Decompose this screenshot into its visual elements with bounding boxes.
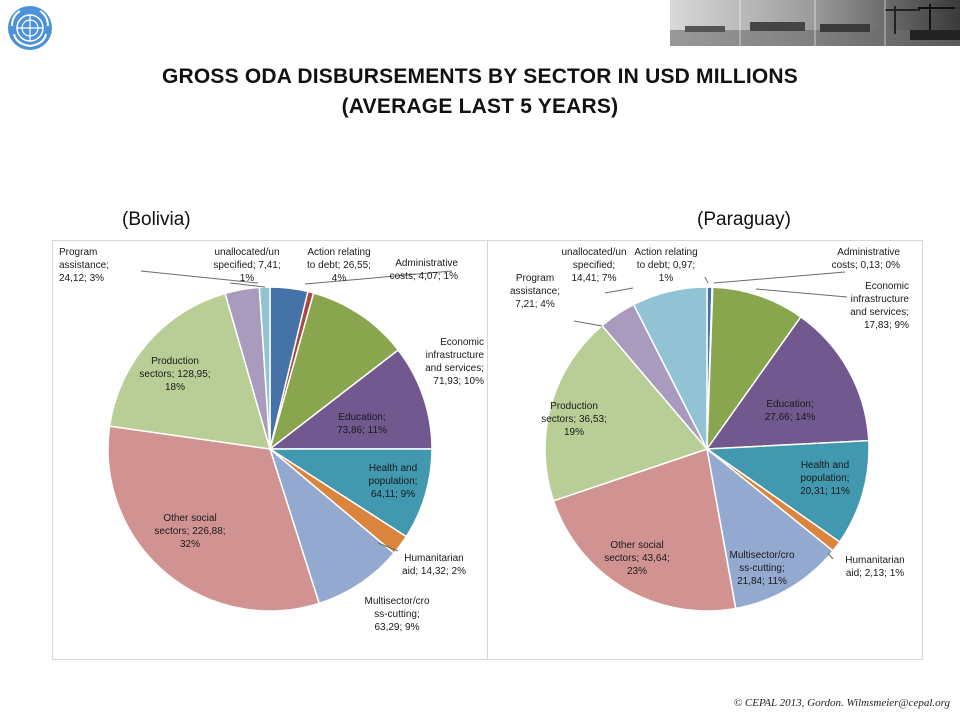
leader-line-paraguay (827, 552, 834, 560)
charts-divider (487, 241, 488, 659)
data-label-paraguay-multisector-cross-cutting: Multisector/cro ss-cutting; 21,84; 11% (729, 550, 794, 587)
copyright-footer: © CEPAL 2013, Gordon. Wilmsmeier@cepal.o… (733, 697, 950, 709)
leader-line-bolivia (140, 270, 259, 284)
data-label-bolivia-program-assistance: Program assistance; 24,12; 3% (59, 247, 109, 284)
data-label-bolivia-production-sectors: Production sectors; 128,95; 18% (139, 356, 210, 393)
pie-chart-paraguay: Action relating to debt; 0,97; 1% Administr… (510, 247, 909, 612)
data-label-paraguay-humanitarian-aid: Humanitarian aid; 2,13; 1% (845, 555, 904, 579)
pie-slice-paraguay-unallocated-unspecified (632, 286, 708, 450)
data-label-bolivia-humanitarian-aid: Humanitarian aid; 14,32; 2% (402, 553, 466, 577)
data-label-bolivia-health-and-population: Health and population; 64,11; 9% (369, 463, 418, 500)
data-label-bolivia-unallocated-unspecified: unallocated/un specified; 7,41; 1% (213, 247, 280, 284)
leader-line-paraguay (755, 288, 848, 298)
data-label-bolivia-other-social-sectors: Other social sectors; 226,88; 32% (154, 513, 225, 550)
chart-title-bolivia: (Bolivia) (122, 209, 191, 230)
un-emblem-icon (8, 6, 52, 50)
data-label-paraguay-education: Education; 27,66; 14% (765, 399, 816, 423)
data-label-paraguay-action-relating-to-debt: Action relating to debt; 0,97; 1% (634, 247, 697, 284)
data-label-bolivia-action-relating-to-debt: Action relating to debt; 26,55; 4% (307, 247, 371, 284)
data-label-paraguay-program-assistance: Program assistance; 7,21; 4% (510, 273, 560, 310)
port-photo-banner (670, 0, 960, 46)
pie-slice-paraguay-production-sectors (544, 324, 709, 502)
pie-slice-paraguay-other-social-sectors (552, 448, 737, 612)
pie-slice-bolivia-health-and-population (267, 448, 433, 538)
data-label-bolivia-education: Education; 73,86; 11% (337, 412, 387, 436)
pie-slice-bolivia-multisector-cross-cutting (268, 446, 396, 605)
pie-slice-bolivia-economic-infrastructure-and-services (268, 292, 400, 451)
pie-slice-paraguay-health-and-population (704, 439, 870, 543)
pie-slice-paraguay-education (705, 315, 870, 450)
title-line-2: (AVERAGE LAST 5 YEARS) (341, 95, 619, 118)
page-title: GROSS ODA DISBURSEMENTS BY SECTOR IN USD… (0, 62, 960, 122)
pie-slice-bolivia-other-social-sectors (107, 425, 321, 612)
pie-chart-bolivia: Action relating to debt; 26,55; 4% Administ… (59, 247, 484, 633)
data-label-paraguay-unallocated-unspecified: unallocated/un specified; 14,41; 7% (561, 247, 626, 284)
data-label-paraguay-other-social-sectors: Other social sectors; 43,64; 23% (604, 540, 670, 577)
data-label-bolivia-administrative-costs: Administrative costs; 4,07; 1% (390, 258, 459, 282)
pie-slice-bolivia-production-sectors (108, 292, 272, 450)
pie-slice-paraguay-economic-infrastructure-and-services (706, 286, 802, 452)
pie-slice-bolivia-education (267, 348, 433, 450)
data-label-paraguay-production-sectors: Production sectors; 36,53; 19% (541, 401, 607, 438)
leader-line-paraguay (713, 271, 846, 284)
title-line-1: GROSS ODA DISBURSEMENTS BY SECTOR IN USD… (162, 65, 798, 88)
pie-slices-paraguay (544, 286, 870, 612)
leader-line-paraguay (704, 276, 709, 284)
chart-title-paraguay: (Paraguay) (697, 209, 791, 230)
leader-line-paraguay (573, 320, 603, 327)
leader-line-bolivia (377, 542, 399, 552)
data-label-bolivia-economic-infrastructure-and-services: Economic infrastructure and services; 71,93… (425, 337, 484, 387)
leader-line-bolivia (229, 282, 266, 288)
data-label-bolivia-multisector-cross-cutting: Multisector/cro ss-cutting; 63,29; 9% (364, 596, 429, 633)
leader-line-paraguay (604, 287, 634, 294)
data-label-paraguay-administrative-costs: Administrative costs; 0,13; 0% (832, 247, 901, 271)
pie-slices-bolivia (107, 286, 433, 612)
leader-line-bolivia (304, 270, 453, 285)
data-label-paraguay-economic-infrastructure-and-services: Economic infrastructure and services; 17,83… (850, 281, 909, 331)
charts-frame (52, 240, 923, 660)
data-label-paraguay-health-and-population: Health and population; 20,31; 11% (800, 460, 850, 497)
